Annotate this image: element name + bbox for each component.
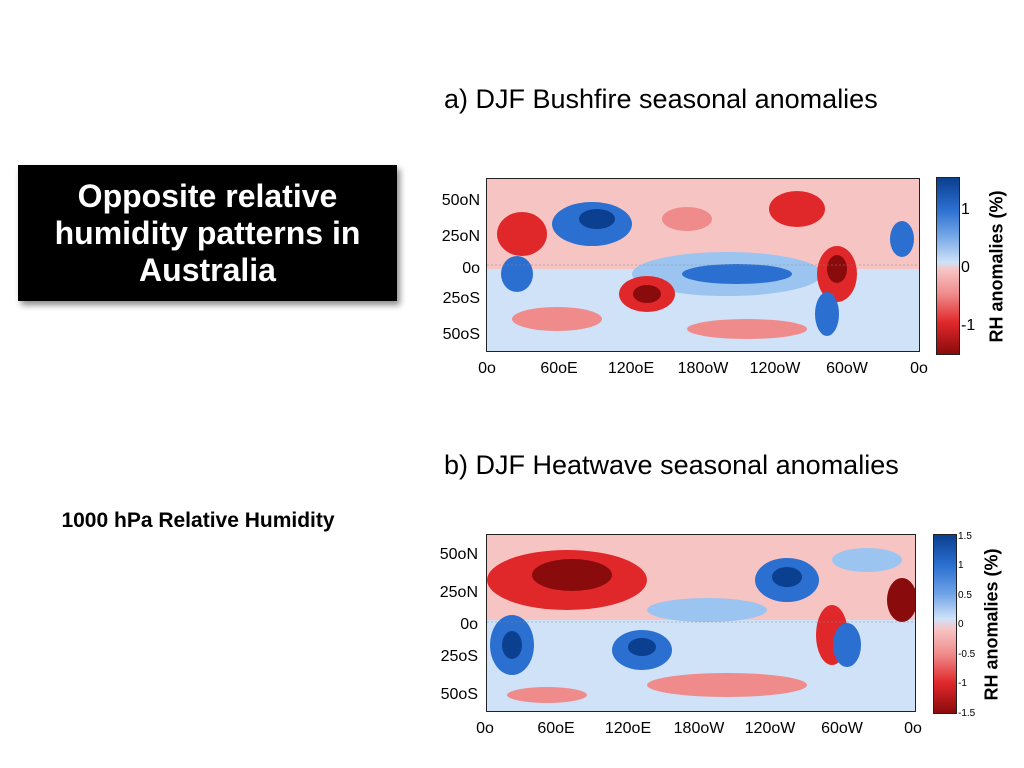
panel-b-colorbar-tick: 1.5: [958, 531, 972, 542]
panel-a-lon-label: 180oW: [677, 360, 729, 377]
panel-a-lat-label: 25oS: [442, 290, 480, 307]
panel-b-lon-label: 0o: [476, 720, 494, 737]
panel-b-colorbar-label: RH anomalies (%): [981, 548, 1002, 701]
panel-a-title: a) DJF Bushfire seasonal anomalies: [444, 84, 878, 114]
callout-text: Opposite relative humidity patterns in A…: [54, 177, 361, 288]
panel-b-colorbar-tick: 0: [958, 619, 964, 630]
panel-a-lon-label: 0o: [910, 360, 928, 377]
panel-b-colorbar: [933, 534, 957, 714]
panel-a-colorbar-label: RH anomalies (%): [986, 190, 1007, 343]
panel-a-lon-label: 60oE: [540, 360, 578, 377]
panel-b-lon-label: 60oW: [821, 720, 863, 737]
panel-b-colorbar-tick: -0.5: [958, 649, 976, 660]
panel-b-lon-label: 120oW: [744, 720, 796, 737]
panel-b-colorbar-tick: -1: [958, 678, 967, 689]
panel-a-colorbar-tick: 0: [961, 259, 970, 276]
panel-a-lon-label: 120oW: [749, 360, 801, 377]
panel-b-lat-label: 50oN: [439, 546, 478, 563]
panel-b-lat-label: 50oS: [440, 686, 478, 703]
side-label: 1000 hPa Relative Humidity: [61, 509, 335, 532]
panel-a-lon-label: 0o: [478, 360, 496, 377]
panel-b-lat-label: 25oN: [439, 584, 478, 601]
panel-a-lat-label: 50oN: [441, 192, 480, 209]
panel-a-map: [486, 178, 920, 352]
panel-b-colorbar-tick: 1: [958, 560, 964, 571]
panel-b-colorbar-tick: -1.5: [958, 708, 976, 719]
panel-b-lat-label: 0o: [460, 616, 478, 633]
panel-b-title: b) DJF Heatwave seasonal anomalies: [444, 450, 899, 480]
panel-a-lat-label: 25oN: [441, 228, 480, 245]
panel-a-lon-label: 120oE: [607, 360, 655, 377]
panel-b-lon-label: 120oE: [604, 720, 652, 737]
panel-a-colorbar: [936, 177, 960, 355]
panel-a-colorbar-tick: -1: [961, 317, 976, 334]
panel-a-lat-label: 0o: [462, 260, 480, 277]
panel-b-lon-label: 0o: [904, 720, 922, 737]
callout-box: Opposite relative humidity patterns in A…: [18, 165, 397, 301]
panel-a-lon-label: 60oW: [826, 360, 868, 377]
panel-a-lat-label: 50oS: [442, 326, 480, 343]
panel-a-colorbar-tick: 1: [961, 201, 970, 218]
panel-b-colorbar-tick: 0.5: [958, 590, 972, 601]
panel-b-lon-label: 180oW: [673, 720, 725, 737]
panel-b-map-graphic: [487, 535, 915, 711]
panel-b-map: [486, 534, 916, 712]
panel-b-lat-label: 25oS: [440, 648, 478, 665]
panel-a-map-graphic: [487, 179, 919, 351]
panel-b-lon-label: 60oE: [537, 720, 575, 737]
